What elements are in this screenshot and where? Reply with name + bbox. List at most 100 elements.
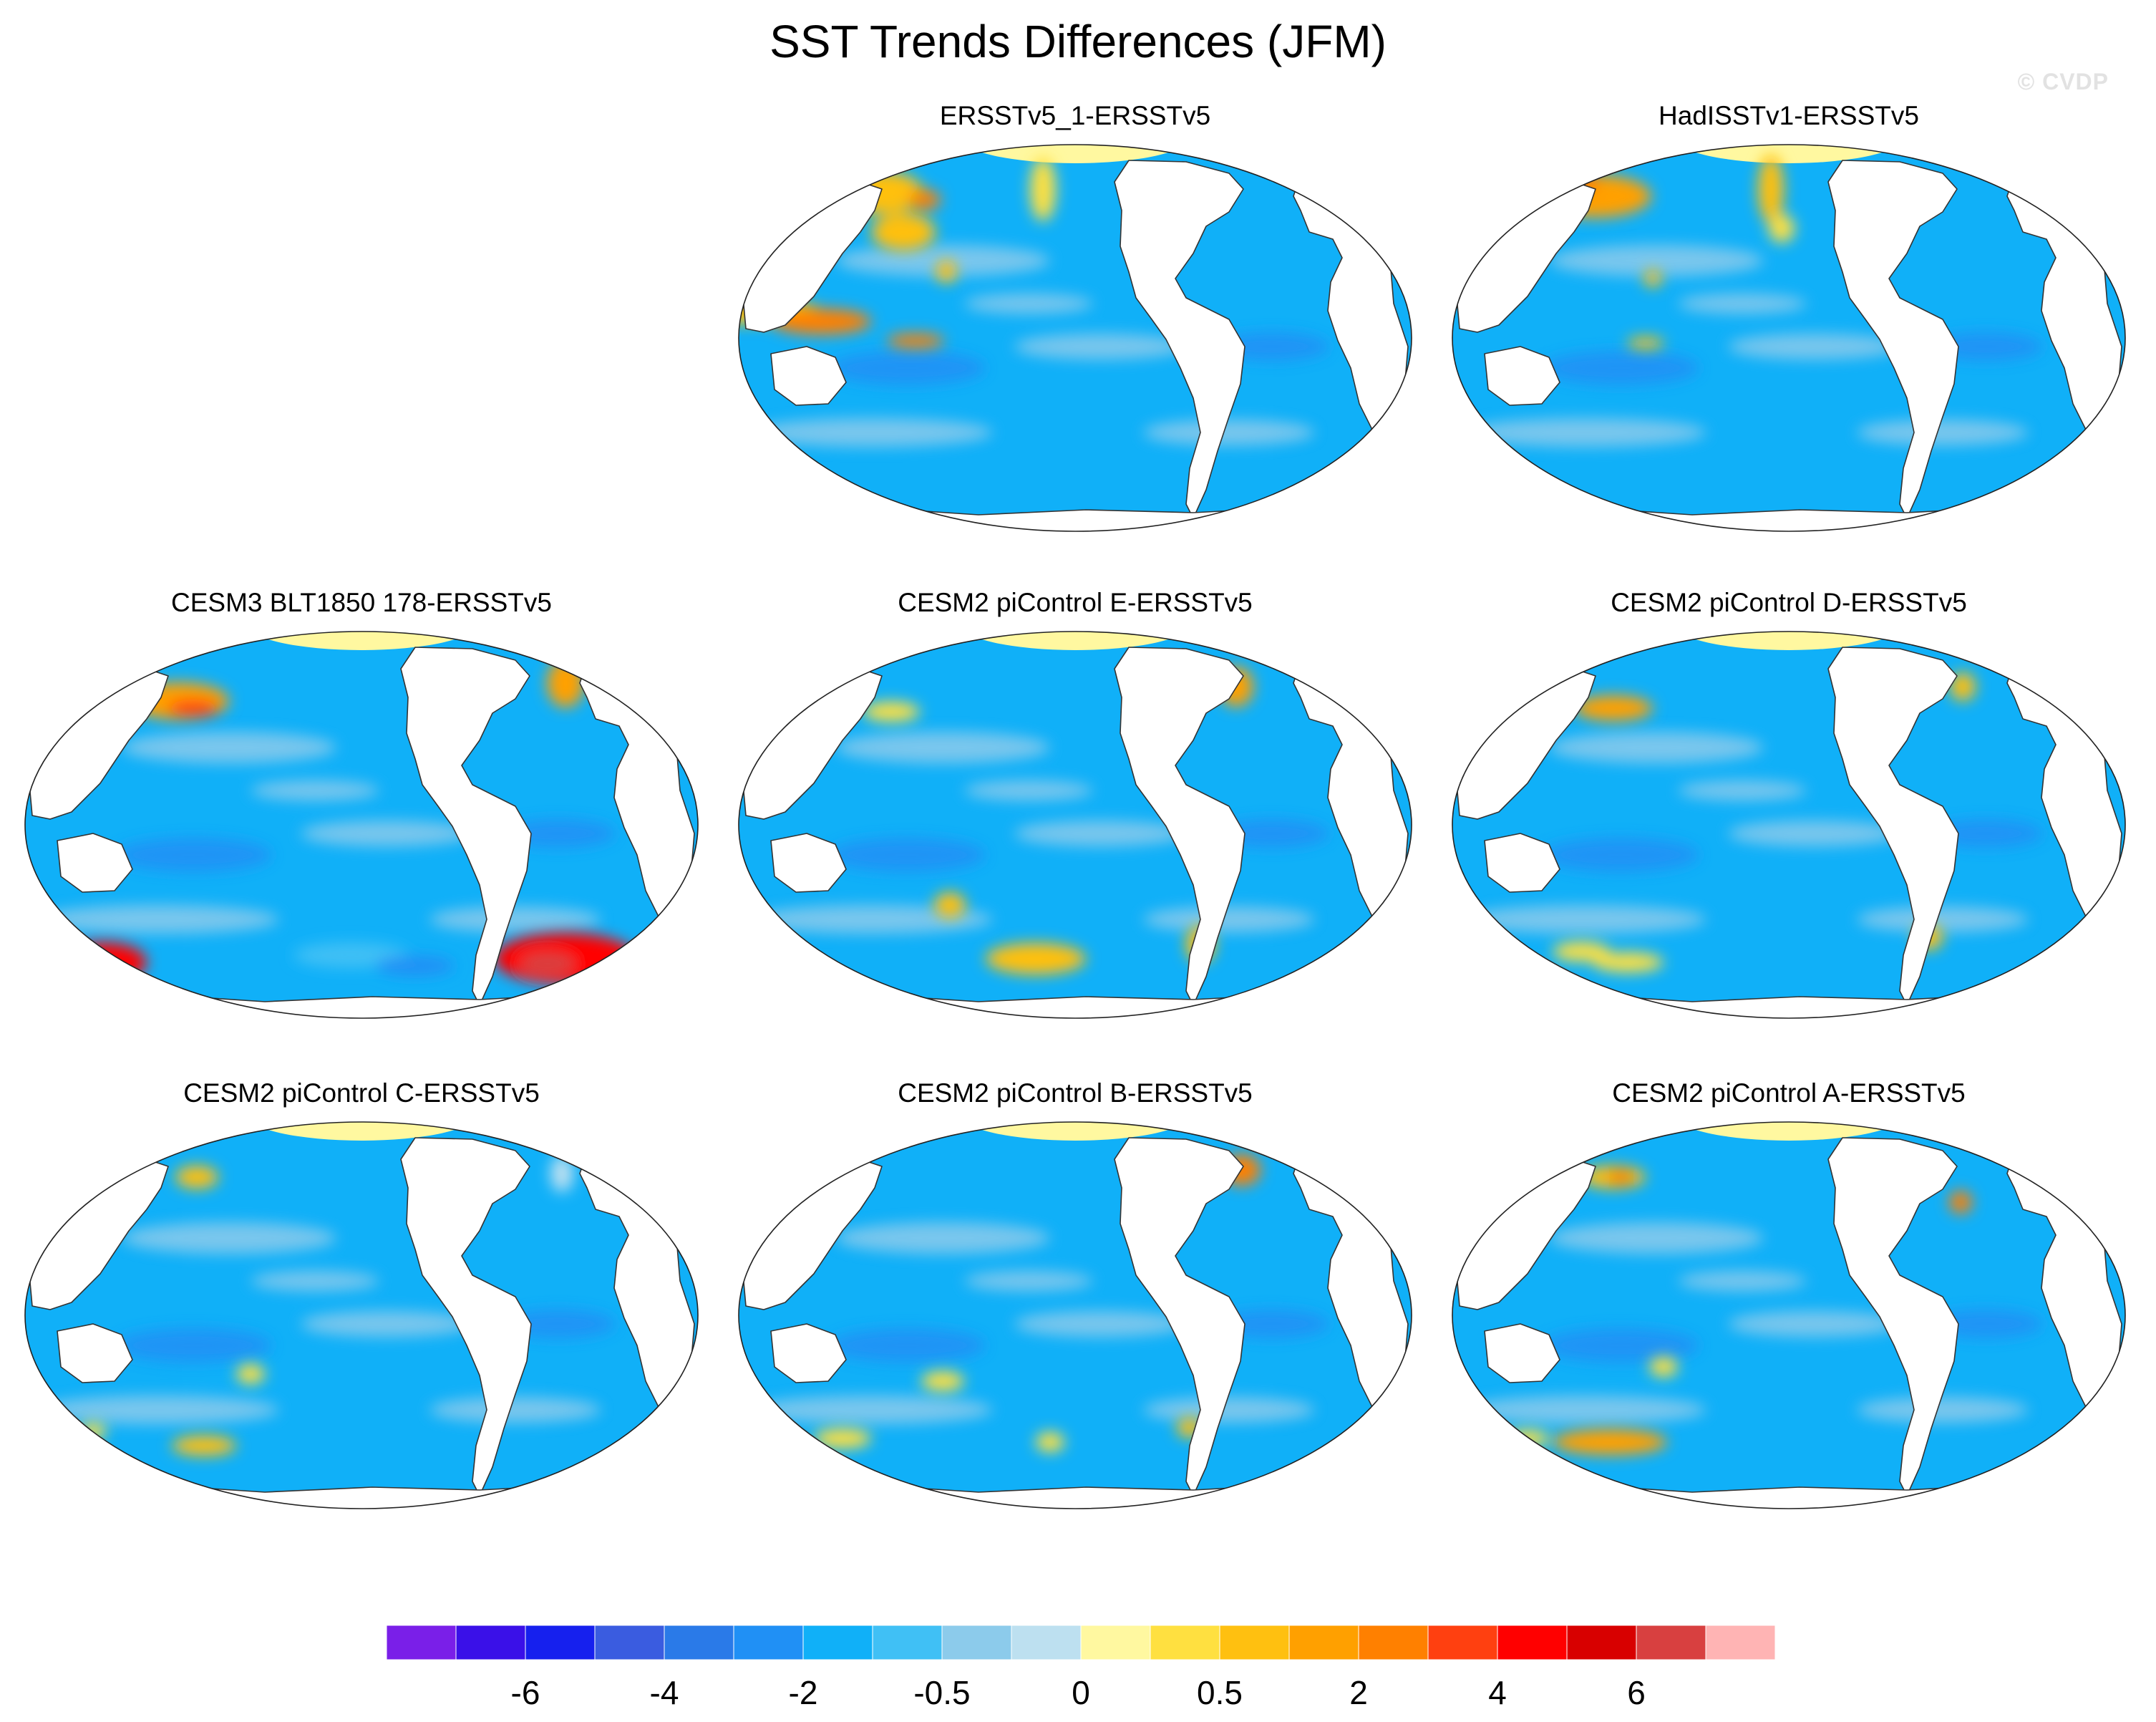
field-band — [835, 732, 1050, 763]
colorbar-swatch — [872, 1625, 943, 1660]
land-mass — [770, 506, 1380, 531]
anomaly-blob — [67, 956, 105, 976]
land-mass — [400, 1137, 532, 1496]
colorbar-label: -6 — [511, 1674, 540, 1711]
field-band — [964, 780, 1093, 800]
field-band — [749, 1396, 993, 1424]
field-band — [1014, 334, 1186, 359]
colorbar-swatch — [1497, 1625, 1568, 1660]
field-band — [1463, 418, 1706, 447]
map-panel: CESM2 piControl D-ERSSTv5 — [1442, 587, 2136, 1031]
colorbar-swatch — [455, 1625, 526, 1660]
panel-title: CESM2 piControl D-ERSSTv5 — [1611, 588, 1967, 617]
anomaly-blob — [1649, 1357, 1678, 1377]
colorbar-label: 0.5 — [1197, 1674, 1243, 1711]
field-band — [1143, 420, 1315, 445]
field-band — [36, 905, 279, 934]
land-mass — [770, 346, 847, 406]
colorbar-swatch — [664, 1625, 734, 1660]
field-band — [1678, 1271, 1807, 1291]
cvdp-watermark: © CVDP — [2017, 69, 2109, 95]
map-panel: CESM2 piControl B-ERSSTv5 — [728, 1078, 1422, 1522]
panel-title: HadISSTv1-ERSSTv5 — [1659, 101, 1919, 130]
land-mass — [770, 1323, 847, 1383]
anomaly-blob — [1574, 695, 1653, 721]
colorbar-label: 0 — [1072, 1674, 1090, 1711]
sst-map — [24, 631, 699, 1019]
map-panel: CESM3 BLT1850 178-ERSSTv5 — [14, 587, 709, 1031]
colorbar-label: 4 — [1488, 1674, 1507, 1711]
sst-map — [24, 1121, 699, 1509]
land-mass — [57, 1484, 666, 1509]
field-band — [1463, 905, 1706, 934]
field-band — [1678, 294, 1807, 314]
field-band — [122, 732, 336, 763]
anomaly-blob — [1644, 270, 1661, 287]
map-panel: ERSSTv5_1-ERSSTv5 — [728, 100, 1422, 544]
sst-map — [738, 144, 1412, 532]
land-mass — [1827, 647, 1959, 1006]
arctic-cap — [1674, 145, 1903, 163]
colorbar-label: 2 — [1349, 1674, 1368, 1711]
anomaly-blob — [909, 190, 941, 210]
anomaly-blob — [61, 942, 147, 982]
sst-map — [1452, 144, 2126, 532]
field-band — [749, 418, 993, 447]
land-mass — [1484, 993, 2094, 1018]
anomaly-blob — [1030, 157, 1056, 221]
map-panel: CESM2 piControl C-ERSSTv5 — [14, 1078, 709, 1522]
land-mass — [57, 833, 133, 893]
field-band — [1728, 334, 1900, 359]
sst-map — [1452, 1121, 2126, 1509]
land-mass — [57, 1323, 133, 1383]
field-band — [828, 1328, 986, 1363]
land-mass — [1114, 160, 1245, 519]
field-band — [1549, 1222, 1764, 1254]
map-panel: CESM2 piControl A-ERSSTv5 — [1442, 1078, 2136, 1522]
anomaly-blob — [1036, 1432, 1064, 1452]
colorbar-swatch — [733, 1625, 804, 1660]
anomaly-blob — [1758, 155, 1784, 223]
field-band — [835, 245, 1050, 276]
land-mass — [1484, 346, 1560, 406]
field-band — [964, 1271, 1093, 1291]
arctic-cap — [247, 1122, 476, 1141]
field-band — [1542, 1328, 1699, 1363]
field-band — [301, 821, 472, 846]
colorbar: -6 -4 -2 -0.5 0 0.5 2 4 6 — [386, 1625, 1790, 1722]
anomaly-blob — [1627, 337, 1664, 349]
anomaly-blob — [1608, 1170, 1633, 1184]
arctic-cap — [961, 1122, 1190, 1141]
arctic-cap — [1674, 632, 1903, 650]
field-band — [36, 1396, 279, 1424]
land-mass — [1484, 1484, 2094, 1509]
globe-outline — [738, 144, 1412, 532]
globe-outline — [1452, 1121, 2126, 1509]
colorbar-swatch — [941, 1625, 1012, 1660]
globe-outline — [1452, 631, 2126, 1019]
anomaly-blob — [293, 942, 408, 968]
colorbar-swatch — [1566, 1625, 1637, 1660]
colorbar-label: -4 — [650, 1674, 679, 1711]
land-mass — [770, 1484, 1380, 1509]
field-band — [828, 838, 986, 872]
field-band — [429, 1397, 601, 1423]
anomaly-blob — [986, 943, 1086, 974]
sst-map — [738, 1121, 1412, 1509]
anomaly-blob — [1592, 952, 1664, 972]
colorbar-swatch — [1358, 1625, 1429, 1660]
land-mass — [1827, 160, 1959, 519]
field-band — [1542, 351, 1699, 385]
land-mass — [1114, 647, 1245, 1006]
colorbar-swatch — [1636, 1625, 1706, 1660]
field-band — [429, 906, 601, 932]
colorbar-svg: -6 -4 -2 -0.5 0 0.5 2 4 6 — [386, 1625, 1776, 1711]
field-band — [1143, 1397, 1315, 1423]
colorbar-label: -0.5 — [913, 1674, 970, 1711]
anomaly-blob — [519, 952, 576, 975]
field-band — [115, 1328, 272, 1363]
sst-map — [1452, 631, 2126, 1019]
anomaly-blob — [934, 892, 966, 918]
anomaly-blob — [167, 700, 219, 717]
globe-outline — [1452, 144, 2126, 532]
